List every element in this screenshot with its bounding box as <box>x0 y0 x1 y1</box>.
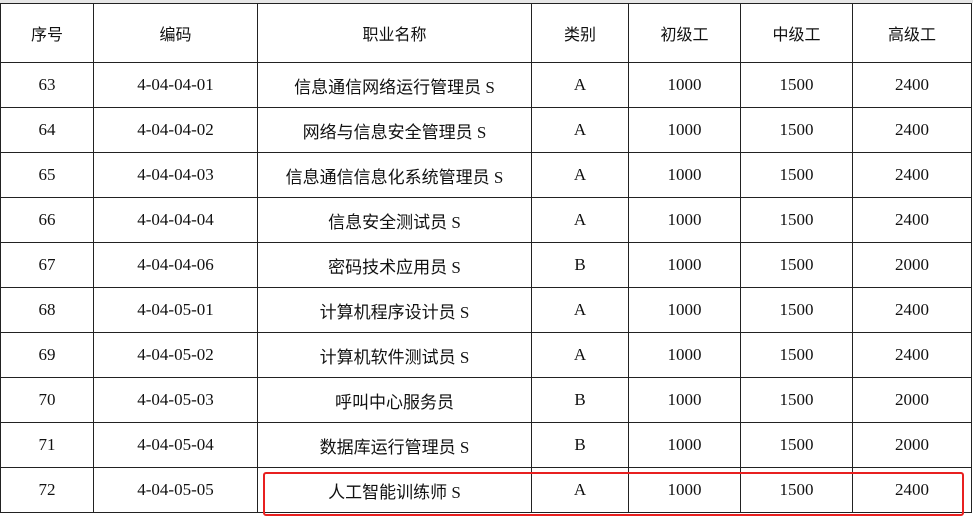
col-junior-cell: 1000 <box>628 467 741 513</box>
col-occupation-cell: 呼叫中心服务员 <box>257 377 532 423</box>
col-category-cell: A <box>531 332 629 378</box>
col-occupation-cell: 信息安全测试员 S <box>257 197 532 243</box>
table-row: 66 4-04-04-04 信息安全测试员 S A 1000 1500 2400 <box>0 197 972 243</box>
col-code-cell: 4-04-05-05 <box>93 467 258 513</box>
col-senior-cell: 2000 <box>852 242 972 288</box>
col-occupation-cell: 计算机程序设计员 S <box>257 287 532 333</box>
header-col-code: 编码 <box>93 3 258 63</box>
col-junior-cell: 1000 <box>628 197 741 243</box>
col-junior-cell: 1000 <box>628 152 741 198</box>
col-category-cell: A <box>531 287 629 333</box>
col-category-cell: B <box>531 422 629 468</box>
col-senior-cell: 2400 <box>852 152 972 198</box>
col-code-cell: 4-04-05-02 <box>93 332 258 378</box>
table-row: 67 4-04-04-06 密码技术应用员 S B 1000 1500 2000 <box>0 242 972 288</box>
col-index-cell: 64 <box>0 107 94 153</box>
col-code-cell: 4-04-05-03 <box>93 377 258 423</box>
col-intermediate-cell: 1500 <box>740 332 853 378</box>
col-senior-cell: 2400 <box>852 197 972 243</box>
col-code-cell: 4-04-04-03 <box>93 152 258 198</box>
header-col-senior: 高级工 <box>852 3 972 63</box>
col-code-cell: 4-04-05-01 <box>93 287 258 333</box>
header-col-intermediate: 中级工 <box>740 3 853 63</box>
col-occupation-cell: 数据库运行管理员 S <box>257 422 532 468</box>
col-index-cell: 72 <box>0 467 94 513</box>
col-category-cell: A <box>531 62 629 108</box>
col-occupation-cell: 信息通信网络运行管理员 S <box>257 62 532 108</box>
col-code-cell: 4-04-04-04 <box>93 197 258 243</box>
col-senior-cell: 2000 <box>852 377 972 423</box>
col-code-cell: 4-04-04-06 <box>93 242 258 288</box>
header-col-occupation: 职业名称 <box>257 3 532 63</box>
col-occupation-cell: 网络与信息安全管理员 S <box>257 107 532 153</box>
table-row: 68 4-04-05-01 计算机程序设计员 S A 1000 1500 2400 <box>0 287 972 333</box>
col-junior-cell: 1000 <box>628 377 741 423</box>
col-occupation-cell: 人工智能训练师 S <box>257 467 532 513</box>
col-senior-cell: 2400 <box>852 467 972 513</box>
col-intermediate-cell: 1500 <box>740 287 853 333</box>
col-junior-cell: 1000 <box>628 242 741 288</box>
table-row: 64 4-04-04-02 网络与信息安全管理员 S A 1000 1500 2400 <box>0 107 972 153</box>
col-junior-cell: 1000 <box>628 107 741 153</box>
col-occupation-cell: 信息通信信息化系统管理员 S <box>257 152 532 198</box>
table-row: 63 4-04-04-01 信息通信网络运行管理员 S A 1000 1500 2400 <box>0 62 972 108</box>
occupation-table: 序号 编码 职业名称 类别 初级工 中级工 高级工 63 4-04-04-01 信息通信网络运行… <box>0 3 972 513</box>
col-index-cell: 68 <box>0 287 94 333</box>
col-index-cell: 70 <box>0 377 94 423</box>
table-row: 70 4-04-05-03 呼叫中心服务员 B 1000 1500 2000 <box>0 377 972 423</box>
table-row: 65 4-04-04-03 信息通信信息化系统管理员 S A 1000 1500 2400 <box>0 152 972 198</box>
col-intermediate-cell: 1500 <box>740 377 853 423</box>
col-intermediate-cell: 1500 <box>740 107 853 153</box>
col-intermediate-cell: 1500 <box>740 467 853 513</box>
col-intermediate-cell: 1500 <box>740 62 853 108</box>
col-index-cell: 67 <box>0 242 94 288</box>
header-row: 序号 编码 职业名称 类别 初级工 中级工 高级工 <box>0 3 972 63</box>
col-category-cell: A <box>531 107 629 153</box>
col-senior-cell: 2000 <box>852 422 972 468</box>
col-code-cell: 4-04-04-01 <box>93 62 258 108</box>
col-junior-cell: 1000 <box>628 287 741 333</box>
header-col-category: 类别 <box>531 3 629 63</box>
col-code-cell: 4-04-04-02 <box>93 107 258 153</box>
col-index-cell: 69 <box>0 332 94 378</box>
col-junior-cell: 1000 <box>628 422 741 468</box>
col-category-cell: A <box>531 467 629 513</box>
col-category-cell: A <box>531 152 629 198</box>
col-intermediate-cell: 1500 <box>740 152 853 198</box>
col-code-cell: 4-04-05-04 <box>93 422 258 468</box>
col-occupation-cell: 密码技术应用员 S <box>257 242 532 288</box>
col-index-cell: 63 <box>0 62 94 108</box>
col-junior-cell: 1000 <box>628 62 741 108</box>
col-senior-cell: 2400 <box>852 332 972 378</box>
col-senior-cell: 2400 <box>852 62 972 108</box>
col-occupation-cell: 计算机软件测试员 S <box>257 332 532 378</box>
col-index-cell: 66 <box>0 197 94 243</box>
col-index-cell: 71 <box>0 422 94 468</box>
col-index-cell: 65 <box>0 152 94 198</box>
col-intermediate-cell: 1500 <box>740 197 853 243</box>
col-intermediate-cell: 1500 <box>740 242 853 288</box>
table-row: 72 4-04-05-05 人工智能训练师 S A 1000 1500 2400 <box>0 467 972 513</box>
header-col-index: 序号 <box>0 3 94 63</box>
table-row: 69 4-04-05-02 计算机软件测试员 S A 1000 1500 2400 <box>0 332 972 378</box>
table-row: 71 4-04-05-04 数据库运行管理员 S B 1000 1500 2000 <box>0 422 972 468</box>
top-band <box>0 0 973 3</box>
col-senior-cell: 2400 <box>852 287 972 333</box>
col-category-cell: B <box>531 242 629 288</box>
col-intermediate-cell: 1500 <box>740 422 853 468</box>
col-category-cell: A <box>531 197 629 243</box>
col-junior-cell: 1000 <box>628 332 741 378</box>
col-senior-cell: 2400 <box>852 107 972 153</box>
col-category-cell: B <box>531 377 629 423</box>
header-col-junior: 初级工 <box>628 3 741 63</box>
